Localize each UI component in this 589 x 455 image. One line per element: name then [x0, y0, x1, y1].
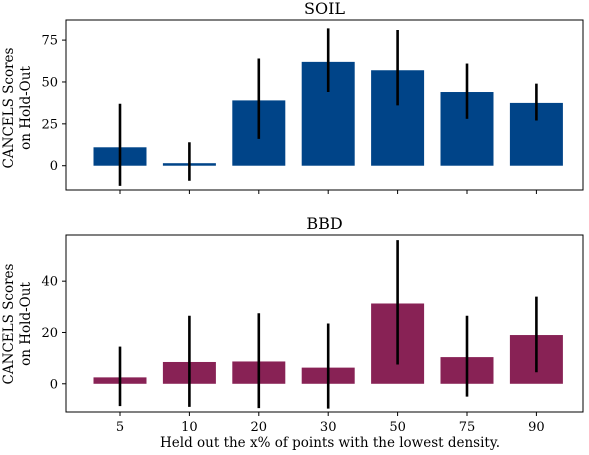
- soil-ytick-label-75: 75: [41, 34, 58, 49]
- bbd-xtick-label-30: 30: [320, 420, 337, 435]
- y-axis-label-bottom: CANCELS Scores on Hold-Out: [1, 263, 34, 384]
- y-axis-label-bottom-line1: CANCELS Scores: [1, 263, 17, 384]
- bbd-xtick-label-20: 20: [251, 420, 268, 435]
- y-axis-label-top-line2: on Hold-Out: [18, 66, 34, 150]
- x-axis-label: Held out the x% of points with the lowes…: [160, 435, 500, 451]
- y-axis-label-top-line1: CANCELS Scores: [1, 47, 17, 168]
- bbd-ytick-label-20: 20: [41, 326, 58, 341]
- y-axis-label-top: CANCELS Scores on Hold-Out: [1, 47, 34, 168]
- bbd-xtick-label-10: 10: [181, 420, 198, 435]
- soil-ytick-label-0: 0: [50, 159, 58, 174]
- bbd-xtick-label-75: 75: [459, 420, 476, 435]
- bbd-xtick-label-50: 50: [389, 420, 406, 435]
- soil-ytick-label-50: 50: [41, 75, 58, 90]
- bbd-ytick-label-40: 40: [41, 275, 58, 290]
- bbd-xtick-label-90: 90: [528, 420, 545, 435]
- y-axis-label-bottom-line2: on Hold-Out: [18, 282, 34, 366]
- soil-title: SOIL: [304, 0, 345, 18]
- soil-axes-frame: [65, 19, 584, 191]
- bbd-chart: 0 20 40 5 10 20 30 50 75 90 BBD: [41, 214, 584, 435]
- bbd-title: BBD: [306, 214, 342, 233]
- bbd-ytick-label-0: 0: [50, 377, 58, 392]
- bbd-axes-frame: [65, 234, 584, 413]
- soil-chart: 0 25 50 75 SOIL: [41, 0, 584, 194]
- soil-ytick-label-25: 25: [41, 117, 58, 132]
- bbd-xtick-label-5: 5: [116, 420, 124, 435]
